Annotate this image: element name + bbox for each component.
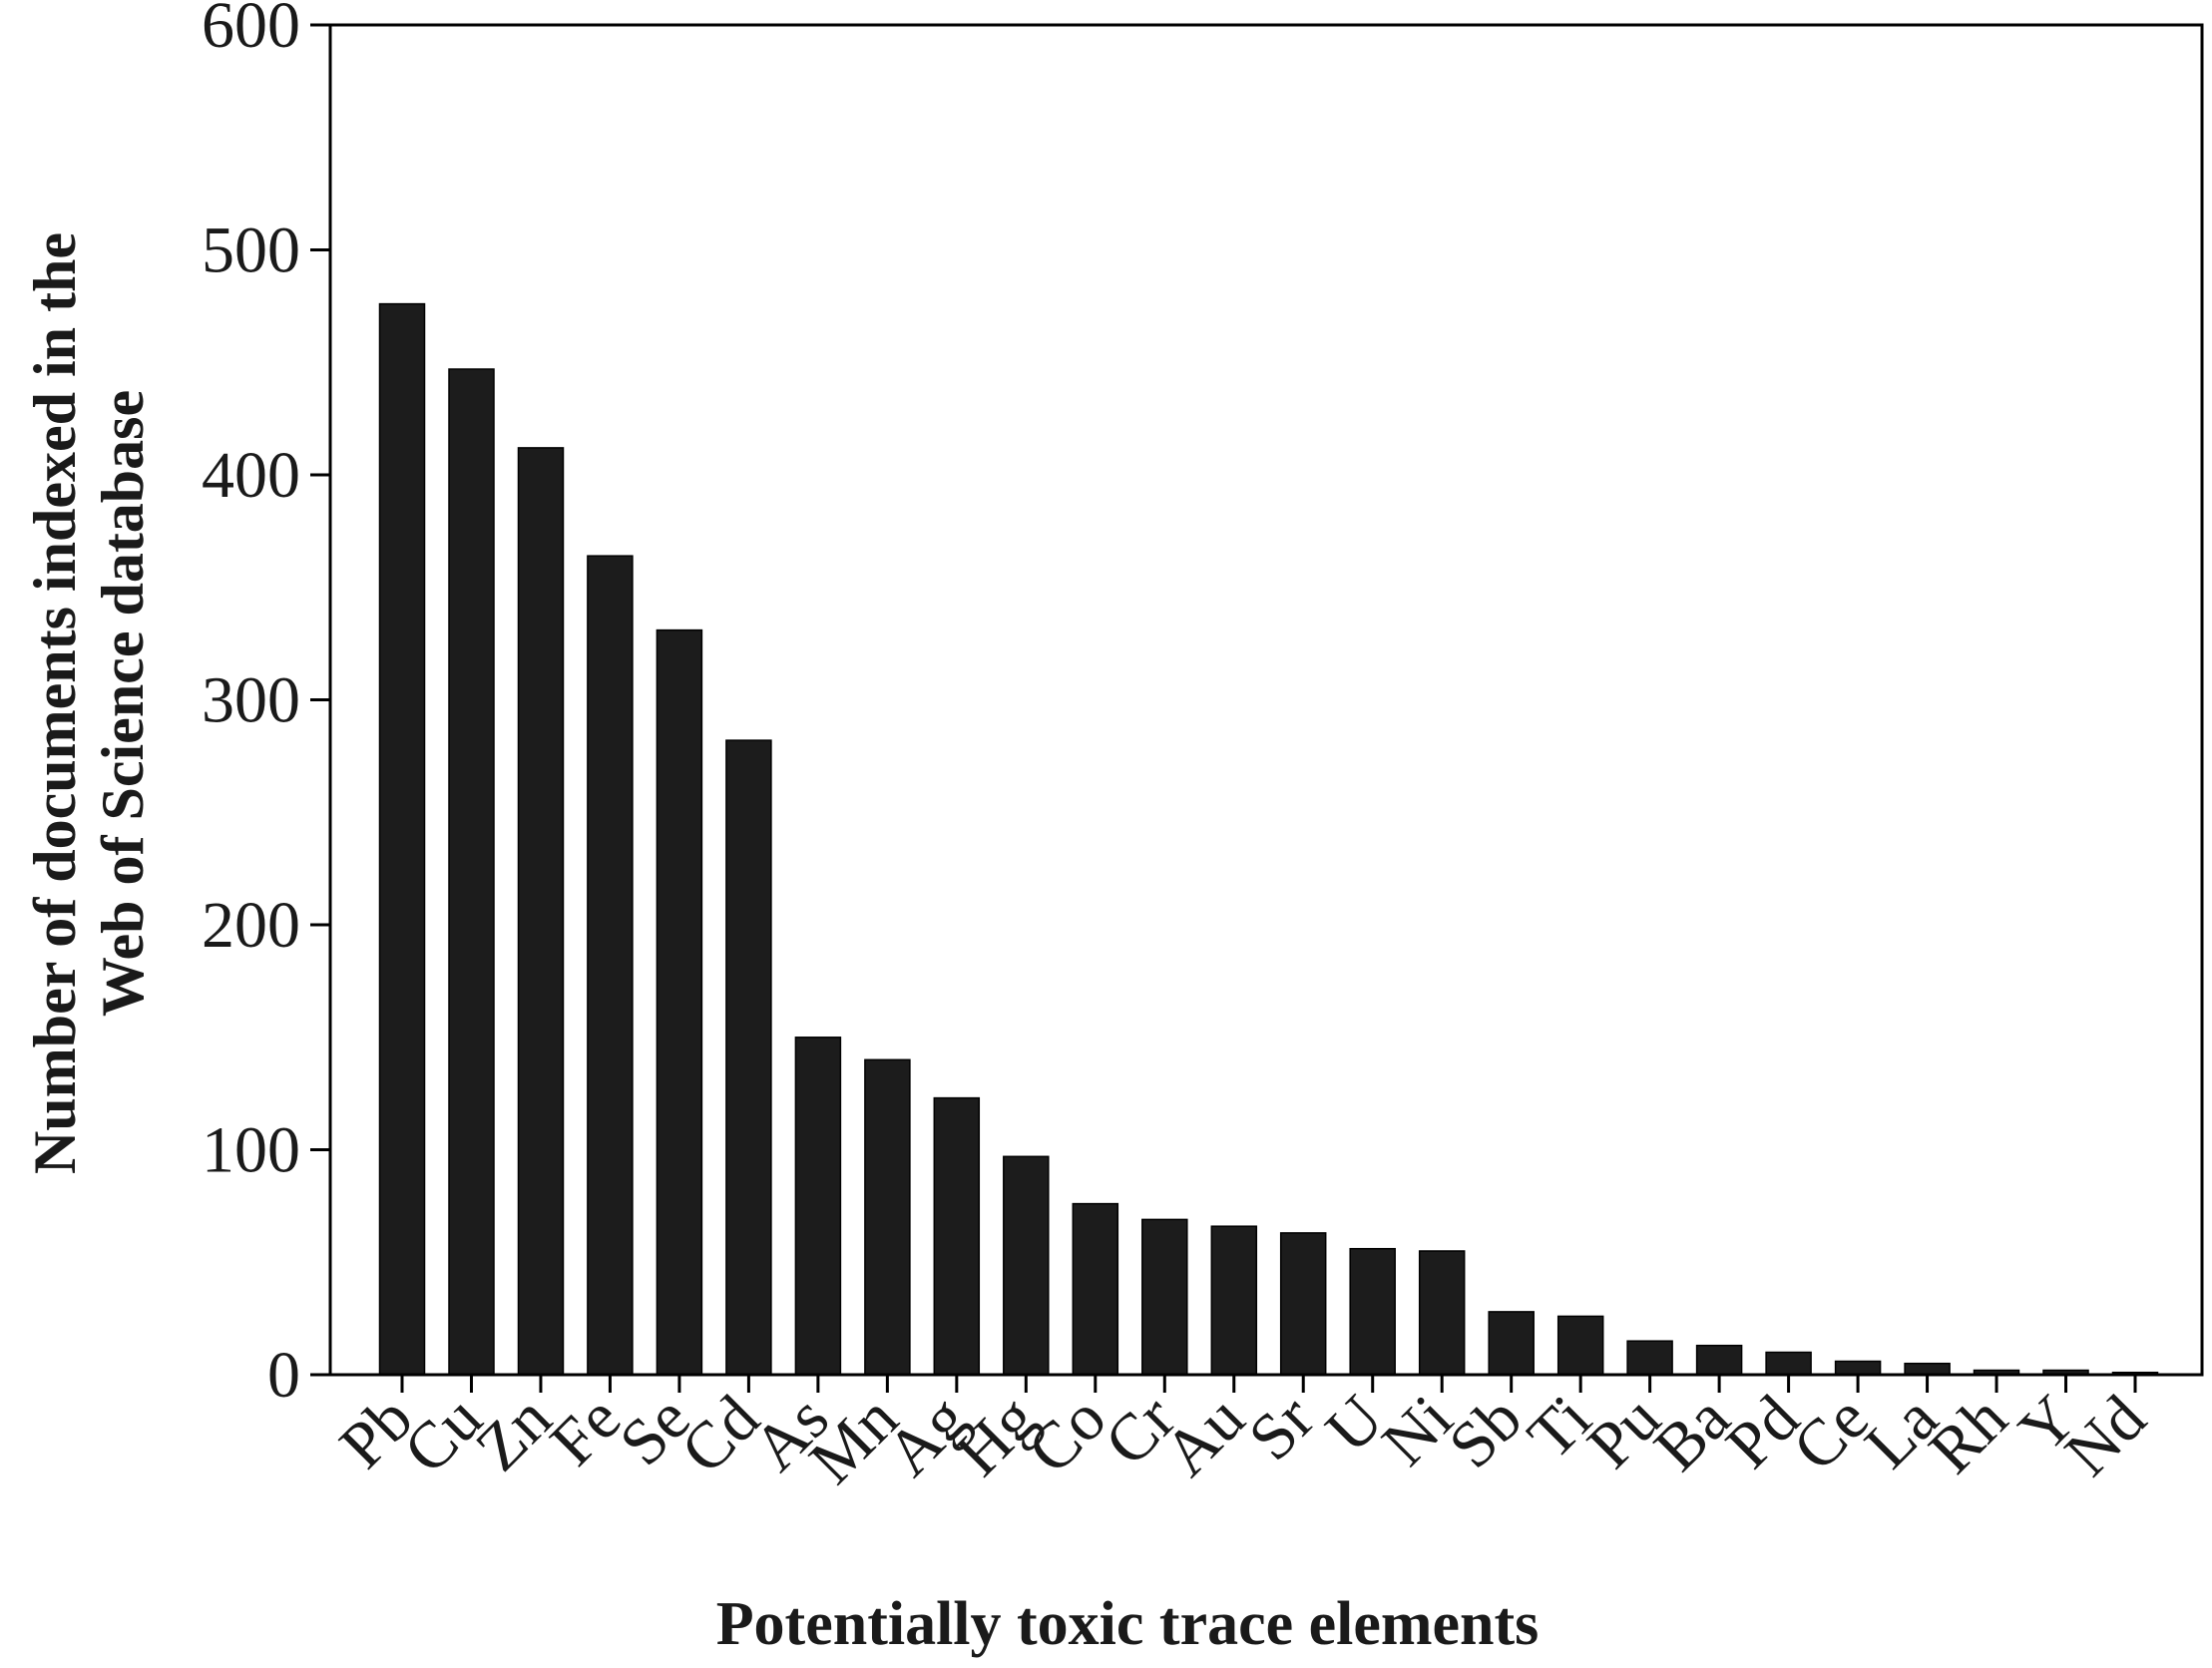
bar-au	[1210, 1225, 1258, 1376]
bar-zn	[517, 447, 565, 1376]
y-tick-label-600: 600	[202, 0, 300, 62]
y-tick-label-300: 300	[202, 664, 300, 737]
bar-pd	[1765, 1351, 1812, 1376]
y-tick-label-0: 0	[267, 1339, 300, 1412]
bar-as	[794, 1037, 842, 1376]
bar-co	[1072, 1202, 1119, 1376]
bar-ba	[1695, 1344, 1743, 1376]
x-tick-label-rh: Rh	[1916, 1382, 2021, 1487]
bar-ni	[1418, 1250, 1466, 1376]
bar-ag	[933, 1096, 981, 1376]
bar-mn	[864, 1058, 911, 1376]
bar-hg	[1003, 1155, 1050, 1376]
bar-cu	[448, 368, 495, 1376]
bar-ce	[1834, 1360, 1882, 1376]
bar-cd	[725, 739, 772, 1376]
y-axis-title-line-1: Number of documents indexed in the	[22, 232, 88, 1174]
bar-fe	[587, 555, 634, 1376]
plot-area: 0100200300400500600PbCuZnFeSeCdAsMnAgHgC…	[202, 0, 2204, 1497]
y-tick-label-500: 500	[202, 214, 300, 287]
x-tick-label-nd: Nd	[2051, 1382, 2160, 1490]
bar-ti	[1556, 1315, 1604, 1376]
y-tick-label-200: 200	[202, 889, 300, 962]
bar-pb	[378, 302, 426, 1376]
y-axis-title-line-2: Web of Science database	[90, 390, 156, 1017]
y-tick-label-400: 400	[202, 439, 300, 512]
x-axis-title: Potentially toxic trace elements	[716, 1590, 1540, 1658]
bar-cr	[1141, 1218, 1188, 1376]
x-tick-label-sr: Sr	[1235, 1382, 1328, 1474]
x-tick-label-au: Au	[1150, 1382, 1259, 1490]
bar-u	[1349, 1247, 1396, 1376]
bar-se	[656, 628, 703, 1376]
bar-sb	[1488, 1311, 1535, 1376]
bar-sr	[1279, 1232, 1327, 1376]
x-tick-label-sb: Sb	[1435, 1382, 1536, 1482]
bar-la	[1904, 1362, 1951, 1376]
y-tick-label-100: 100	[202, 1114, 300, 1187]
bar-pu	[1626, 1340, 1673, 1376]
y-axis-title: Number of documents indexed in the Web o…	[22, 232, 156, 1174]
